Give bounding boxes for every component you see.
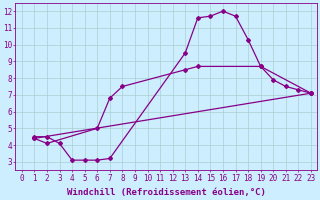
X-axis label: Windchill (Refroidissement éolien,°C): Windchill (Refroidissement éolien,°C) bbox=[67, 188, 266, 197]
